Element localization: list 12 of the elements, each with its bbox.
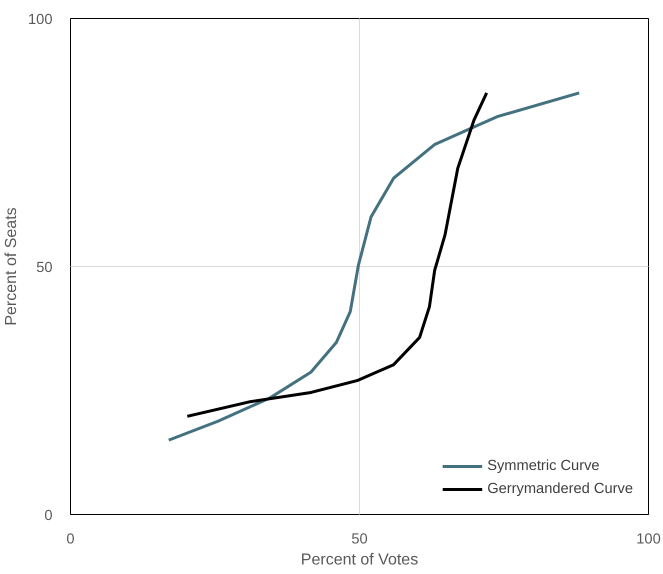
- line-series: [186, 91, 488, 418]
- legend-label: Symmetric Curve: [487, 458, 600, 474]
- y-tick-label: 0: [44, 508, 53, 524]
- line-series: [167, 91, 581, 442]
- x-axis-title: Percent of Votes: [300, 552, 418, 568]
- x-tick-label: 50: [351, 532, 368, 548]
- legend-label: Gerrymandered Curve: [487, 481, 633, 497]
- y-tick-label: 100: [28, 12, 53, 28]
- y-tick-label: 50: [36, 260, 53, 276]
- y-axis-title: Percent of Seats: [3, 207, 20, 326]
- x-tick-label: 0: [66, 532, 75, 548]
- x-tick-label: 100: [636, 532, 661, 548]
